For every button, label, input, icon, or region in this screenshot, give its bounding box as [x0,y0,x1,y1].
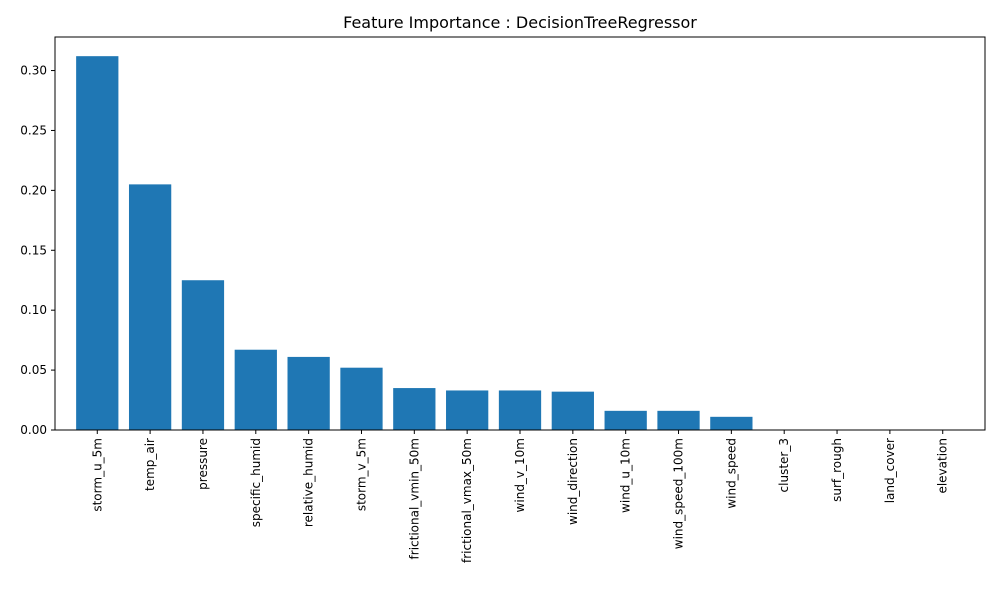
x-tick-label: storm_u_5m [90,438,104,512]
y-tick-label: 0.05 [20,363,47,377]
x-tick-label: specific_humid [249,438,263,527]
bar-wind-u-10m [604,410,647,430]
bar-pressure [181,280,225,430]
y-tick-label: 0.20 [20,183,47,197]
bar-wind-direction [551,391,594,430]
x-axis: storm_u_5m temp_air pressure specific_humid… [90,430,950,563]
bar-wind-speed [710,416,753,430]
x-tick-label: pressure [196,438,210,490]
bar-temp-air [128,184,172,430]
chart-title: Feature Importance : DecisionTreeRegress… [343,13,697,32]
x-tick-label: temp_air [143,438,157,491]
y-tick-label: 0.30 [20,64,47,78]
x-tick-label: frictional_vmax_50m [460,438,474,563]
x-tick-label: elevation [936,438,950,494]
y-tick-label: 0.00 [20,423,47,437]
x-tick-label: wind_speed_100m [672,438,686,549]
plot-frame [54,36,986,431]
x-tick-label: cluster_3 [777,438,791,492]
x-tick-label: wind_v_10m [513,438,527,512]
y-tick-label: 0.10 [20,303,47,317]
x-tick-label: wind_direction [566,438,580,525]
y-tick-label: 0.15 [20,243,47,257]
x-tick-label: wind_u_10m [619,438,633,513]
bar-relative-humid [287,356,330,430]
x-tick-label: frictional_vmin_50m [407,438,421,559]
y-tick-label: 0.25 [20,123,47,137]
y-axis: 0.00 0.05 0.10 0.15 0.20 0.25 0.30 [20,64,55,437]
x-tick-label: land_cover [883,438,897,503]
bar-storm-u-5m [76,56,119,431]
bar-specific-humid [234,349,277,430]
bar-wind-v-10m [498,390,542,430]
x-tick-label: relative_humid [302,438,316,527]
bars-group [76,56,753,431]
x-tick-label: surf_rough [830,438,844,502]
bar-frictional-vmax-50m [446,390,489,430]
x-tick-label: storm_v_5m [354,438,368,511]
bar-wind-speed-100m [657,410,700,430]
bar-storm-v-5m [340,367,383,430]
x-tick-label: wind_speed [724,438,738,509]
bar-frictional-vmin-50m [393,388,436,430]
